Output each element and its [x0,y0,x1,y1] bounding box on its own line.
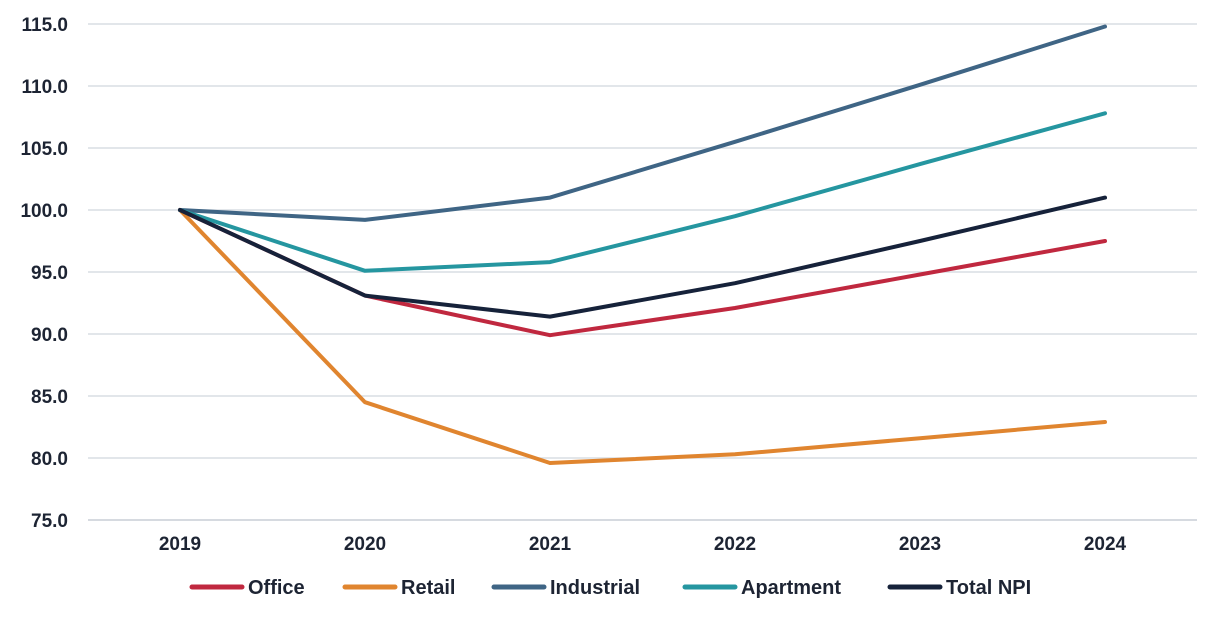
x-tick-label: 2024 [1084,534,1127,555]
legend-label: Apartment [741,577,841,599]
y-tick-label: 90.0 [31,325,68,346]
x-tick-label: 2021 [529,534,572,555]
x-tick-label: 2023 [899,534,941,555]
x-tick-label: 2019 [159,534,201,555]
y-tick-label: 95.0 [31,263,68,284]
x-axis-ticks: 2019 2020 2021 2022 2023 2024 [159,534,1127,555]
series-line-total-npi [178,195,1107,319]
series-lines [178,24,1107,465]
y-tick-label: 100.0 [20,201,68,222]
legend-label: Retail [401,577,455,599]
y-tick-label: 75.0 [31,511,68,532]
legend-item-industrial: Industrial [491,577,640,599]
series-line-retail [178,208,1107,465]
x-tick-label: 2020 [344,534,386,555]
y-tick-label: 80.0 [31,449,68,470]
y-tick-label: 105.0 [20,139,68,160]
legend-item-office: Office [189,577,305,599]
legend-label: Industrial [550,577,640,599]
legend-item-apartment: Apartment [682,577,841,599]
series-line-industrial [178,24,1107,222]
legend: Office Retail Industrial Apartment Total NPI [189,577,1031,599]
y-tick-label: 115.0 [22,15,69,36]
gridlines [88,23,1197,521]
y-tick-label: 110.0 [22,77,69,98]
legend-label: Total NPI [946,577,1031,599]
y-axis-ticks: 75.0 80.0 85.0 90.0 95.0 100.0 105.0 110.0 115.0 [20,15,68,532]
y-tick-label: 85.0 [31,387,68,408]
legend-label: Office [248,577,305,599]
legend-item-retail: Retail [342,577,455,599]
legend-item-total-npi: Total NPI [887,577,1031,599]
x-tick-label: 2022 [714,534,756,555]
series-line-apartment [178,111,1107,273]
